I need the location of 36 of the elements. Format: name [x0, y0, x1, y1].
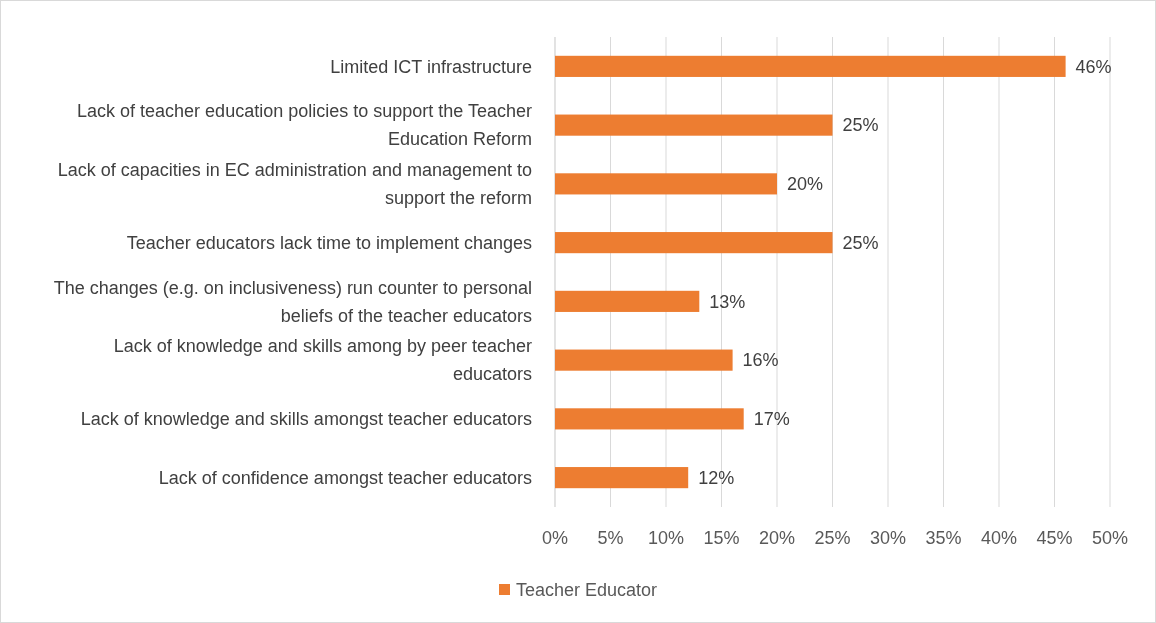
x-tick-label: 15% [703, 528, 740, 549]
data-label: 13% [709, 291, 746, 312]
x-tick-label: 0% [541, 528, 569, 549]
y-tick-label: Lack of knowledge and skills among by peer teacher educators [113, 336, 532, 385]
data-label: 25% [842, 232, 879, 253]
x-tick-label: 5% [597, 528, 624, 549]
bar [555, 232, 833, 254]
y-tick-label: Lack of capacities in EC administration and management to support the reform [57, 160, 532, 209]
y-tick-label: Limited ICT infrastructure [330, 56, 532, 77]
data-label: 12% [698, 467, 735, 488]
bar [555, 114, 833, 136]
bar [555, 173, 777, 195]
x-tick-label: 50% [1091, 528, 1129, 549]
y-tick-label: Lack of confidence amongst teacher educators [158, 467, 532, 488]
data-label: 46% [1075, 56, 1112, 77]
data-label: 17% [753, 409, 790, 430]
x-tick-label: 30% [869, 528, 907, 549]
y-tick-label: Lack of knowledge and skills amongst teacher educators [80, 409, 532, 430]
bar [555, 349, 733, 371]
y-tick-label: Teacher educators lack time to implement changes [126, 232, 532, 253]
bar [555, 290, 700, 312]
y-tick-label: The changes (e.g. on inclusiveness) run counter to personal beliefs of the teacher educators [53, 277, 532, 326]
x-tick-label: 40% [980, 528, 1018, 549]
x-tick-label: 35% [925, 528, 962, 549]
data-label: 20% [787, 174, 824, 195]
x-tick-label: 45% [1036, 528, 1073, 549]
bar [555, 408, 744, 430]
bar [555, 55, 1066, 77]
legend-label: Teacher Educator [516, 580, 658, 601]
bar [555, 467, 689, 489]
x-tick-label: 20% [758, 528, 796, 549]
x-tick-label: 10% [647, 528, 685, 549]
x-tick-label: 25% [814, 528, 851, 549]
data-label: 25% [842, 115, 879, 136]
data-label: 16% [742, 350, 779, 371]
y-tick-label: Lack of teacher education policies to support the Teacher Education Reform [77, 101, 532, 150]
